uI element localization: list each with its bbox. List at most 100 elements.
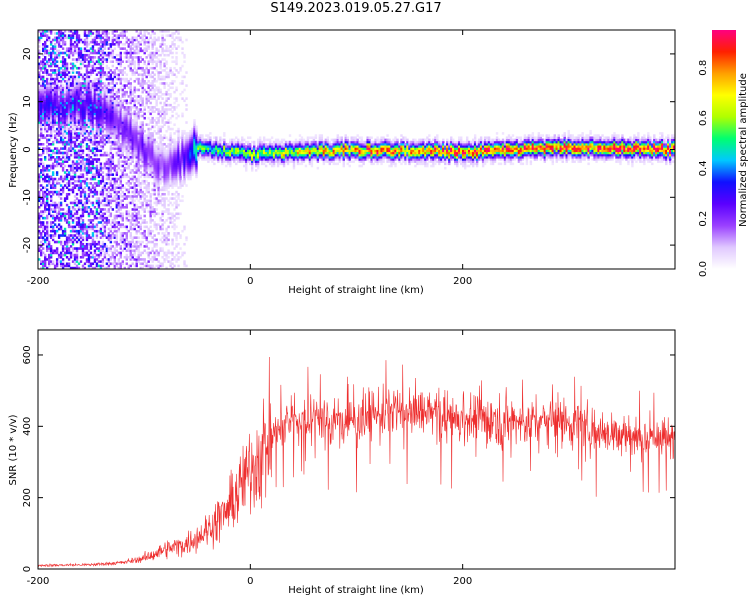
heatmap-cell	[175, 182, 178, 185]
heatmap-cell	[151, 138, 154, 142]
heatmap-cell	[41, 210, 45, 213]
heatmap-cell	[101, 171, 105, 174]
heatmap-cell	[61, 112, 65, 116]
heatmap-cell	[137, 101, 140, 105]
heatmap-cell	[129, 232, 132, 235]
heatmap-cell	[73, 79, 77, 83]
heatmap-cell	[73, 166, 77, 170]
heatmap-cell	[121, 142, 124, 146]
heatmap-cell	[79, 236, 83, 239]
heatmap-cell	[47, 123, 51, 126]
heatmap-cell	[59, 138, 63, 142]
heatmap-cell	[181, 138, 184, 142]
heatmap-cell	[127, 121, 130, 124]
heatmap-cell	[111, 173, 115, 176]
heatmap-cell	[43, 47, 47, 50]
heatmap-cell	[71, 266, 75, 269]
heatmap-cell	[51, 127, 55, 131]
heatmap-cell	[105, 245, 109, 248]
heatmap-cell	[53, 134, 57, 137]
heatmap-cell	[141, 49, 144, 53]
heatmap-cell	[137, 192, 140, 196]
heatmap-cell	[43, 71, 47, 74]
heatmap-cell	[47, 101, 51, 105]
heatmap-cell	[47, 262, 51, 266]
heatmap-cell	[47, 90, 51, 94]
heatmap-cell	[121, 149, 124, 153]
heatmap-cell	[155, 251, 158, 255]
heatmap-cell	[59, 203, 63, 207]
heatmap-cell	[103, 229, 107, 233]
heatmap-cell	[87, 262, 91, 266]
heatmap-cell	[49, 53, 53, 57]
heatmap-cell	[51, 88, 55, 92]
heatmap-cell	[109, 171, 113, 174]
heatmap-cell	[38, 195, 41, 198]
heatmap-cell	[147, 186, 150, 190]
heatmap-cell	[125, 121, 128, 124]
heatmap-cell	[109, 121, 113, 124]
heatmap-cell	[143, 236, 146, 239]
heatmap-cell	[51, 119, 55, 122]
heatmap-cell	[109, 60, 113, 63]
heatmap-cell	[155, 145, 158, 148]
heatmap-cell	[103, 45, 107, 48]
heatmap-cell	[183, 169, 186, 172]
heatmap-cell	[167, 184, 170, 187]
heatmap-cell	[79, 90, 83, 94]
heatmap-cell	[39, 134, 43, 137]
heatmap-cell	[165, 162, 168, 166]
heatmap-cell	[125, 138, 128, 142]
heatmap-cell	[79, 60, 83, 63]
heatmap-cell	[143, 232, 146, 235]
heatmap-cell	[149, 229, 152, 233]
heatmap-cell	[127, 64, 130, 68]
heatmap-cell	[139, 103, 142, 107]
heatmap-cell	[107, 227, 111, 231]
heatmap-cell	[129, 66, 132, 70]
heatmap-cell	[155, 51, 158, 55]
heatmap-cell	[149, 95, 152, 98]
heatmap-cell	[99, 136, 103, 140]
heatmap-cell	[97, 212, 101, 216]
heatmap-cell	[175, 212, 178, 216]
heatmap-cell	[139, 56, 142, 59]
heatmap-cell	[99, 245, 103, 248]
heatmap-cell	[59, 147, 63, 150]
heatmap-cell	[38, 56, 41, 59]
heatmap-cell	[91, 219, 95, 222]
heatmap-cell	[169, 171, 172, 174]
heatmap-cell	[83, 201, 87, 205]
heatmap-cell	[141, 58, 144, 61]
heatmap-cell	[85, 75, 89, 79]
heatmap-cell	[129, 132, 132, 135]
heatmap-cell	[69, 177, 73, 181]
heatmap-cell	[83, 186, 87, 190]
heatmap-cell	[47, 255, 51, 259]
heatmap-cell	[101, 108, 105, 111]
heatmap-cell	[81, 145, 85, 148]
heatmap-cell	[61, 47, 65, 50]
heatmap-cell	[95, 125, 99, 129]
heatmap-cell	[153, 242, 156, 246]
heatmap-cell	[129, 127, 132, 131]
heatmap-cell	[131, 112, 134, 116]
heatmap-cell	[139, 223, 142, 226]
heatmap-cell	[139, 153, 142, 157]
heatmap-cell	[61, 186, 65, 190]
heatmap-cell	[121, 119, 124, 122]
heatmap-cell	[145, 90, 148, 94]
heatmap-cell	[38, 258, 41, 261]
heatmap-cell	[79, 186, 83, 190]
heatmap-cell	[55, 116, 59, 120]
heatmap-cell	[75, 136, 79, 140]
heatmap-cell	[85, 145, 89, 148]
heatmap-cell	[43, 238, 47, 242]
heatmap-cell	[161, 179, 164, 183]
heatmap-cell	[53, 73, 57, 77]
heatmap-cell	[75, 114, 79, 118]
heatmap-cell	[65, 236, 69, 239]
heatmap-cell	[65, 197, 69, 200]
heatmap-cell	[85, 73, 89, 77]
heatmap-cell	[39, 240, 43, 244]
